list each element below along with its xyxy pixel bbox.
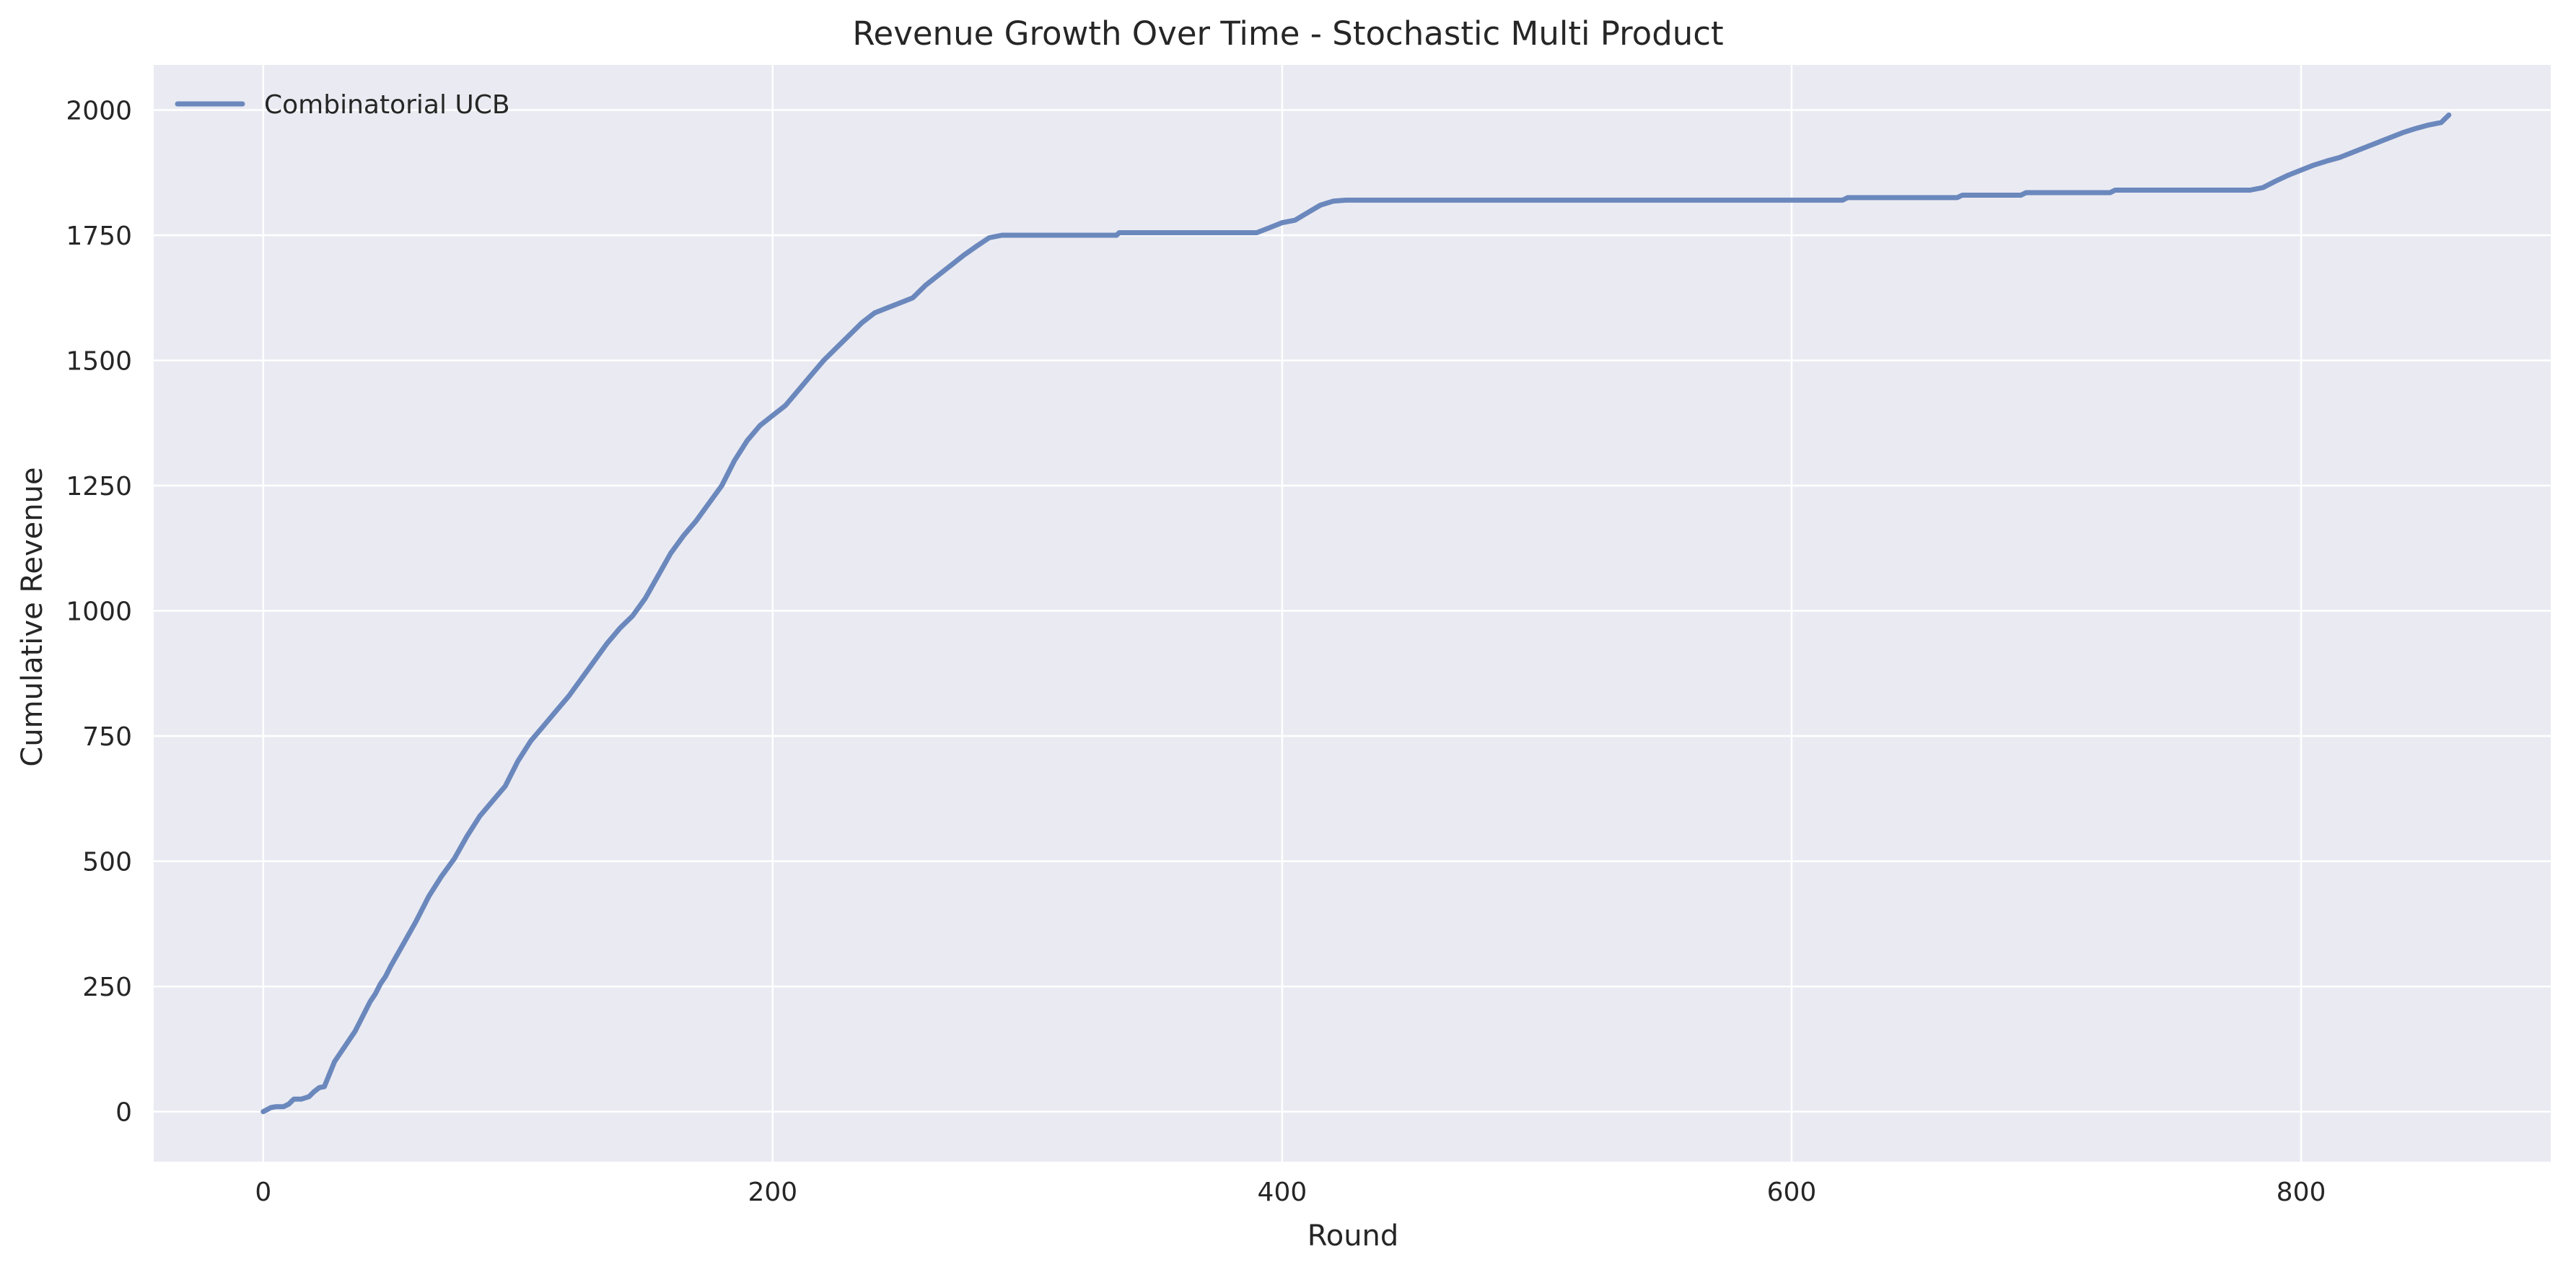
y-axis-ticks: 0 250 500 750 1000 1250 1500 1750 2000 — [66, 96, 132, 1127]
series-layer — [260, 112, 2452, 1115]
y-tick-label: 250 — [82, 973, 132, 1002]
y-tick-label: 1500 — [66, 346, 132, 376]
y-axis-label: Cumulative Revenue — [16, 467, 49, 766]
x-tick-label: 200 — [748, 1178, 798, 1207]
y-tick-label: 500 — [82, 848, 132, 877]
series-line-combinatorial-ucb — [260, 112, 2452, 1115]
grid — [154, 65, 2551, 1162]
legend: Combinatorial UCB — [175, 90, 510, 120]
plot-background — [154, 65, 2551, 1162]
y-tick-label: 1250 — [66, 472, 132, 501]
x-tick-label: 400 — [1258, 1178, 1307, 1207]
legend-label: Combinatorial UCB — [264, 90, 510, 120]
chart-title: Revenue Growth Over Time - Stochastic Mu… — [852, 14, 1723, 53]
x-axis-ticks: 0 200 400 600 800 — [255, 1178, 2326, 1207]
x-axis-label: Round — [1307, 1219, 1399, 1253]
y-tick-label: 2000 — [66, 96, 132, 126]
x-tick-label: 0 — [255, 1178, 271, 1207]
y-tick-label: 0 — [115, 1098, 132, 1128]
x-tick-label: 800 — [2277, 1178, 2326, 1207]
y-tick-label: 750 — [82, 722, 132, 752]
y-tick-label: 1000 — [66, 597, 132, 627]
y-tick-label: 1750 — [66, 222, 132, 251]
x-tick-label: 600 — [1767, 1178, 1817, 1207]
